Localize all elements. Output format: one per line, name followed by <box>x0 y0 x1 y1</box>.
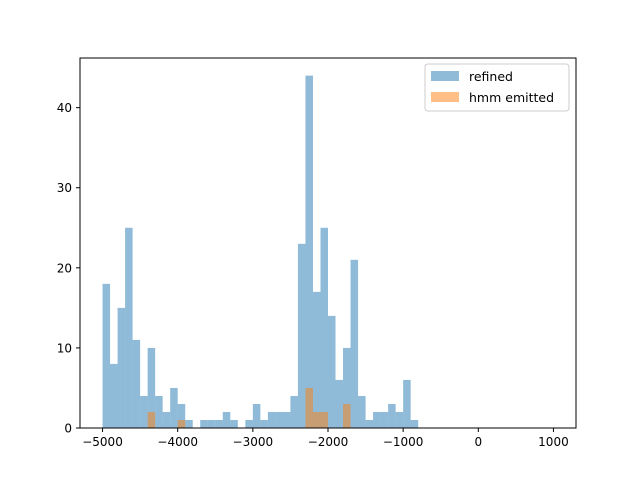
histogram-bar <box>140 395 148 428</box>
histogram-bar <box>343 347 351 428</box>
histogram-bar <box>147 411 156 428</box>
legend-swatch <box>431 92 459 102</box>
histogram-bar <box>282 411 291 428</box>
histogram-bar <box>185 419 193 428</box>
histogram-bar <box>343 403 351 428</box>
histogram-bar <box>320 227 328 428</box>
y-tick-label: 30 <box>57 181 72 195</box>
histogram-bar <box>147 347 156 428</box>
histogram-bar <box>177 419 186 428</box>
histogram-bar <box>102 283 111 428</box>
y-tick-label: 10 <box>57 341 72 355</box>
series-refined <box>102 75 419 428</box>
histogram-bar <box>335 379 344 428</box>
y-tick-label: 40 <box>57 101 72 115</box>
x-axis: −5000 −4000 −3000 −2000 −1000 0 1000 <box>82 428 569 449</box>
histogram-bar <box>297 243 306 428</box>
legend-box <box>424 63 570 112</box>
histogram-bar <box>410 419 419 428</box>
histogram-bar <box>373 411 381 428</box>
histogram-bar <box>125 227 133 428</box>
x-tick-label: −5000 <box>82 435 123 449</box>
histogram-bar <box>358 395 366 428</box>
legend-label: hmm emitted <box>469 90 554 105</box>
y-tick-label: 0 <box>64 422 72 436</box>
histogram-bar <box>155 395 163 428</box>
histogram-bar <box>365 419 374 428</box>
histogram-bar <box>260 419 268 428</box>
series-hmm-emitted <box>147 387 351 428</box>
histogram-bar <box>245 419 253 428</box>
histogram-bar <box>200 419 208 428</box>
y-axis: 0 10 20 30 40 <box>57 101 80 436</box>
histogram-bar <box>222 411 231 428</box>
histogram-bar <box>395 411 404 428</box>
y-tick-label: 20 <box>57 261 72 275</box>
legend-swatch <box>431 71 459 81</box>
histogram-bar <box>207 419 216 428</box>
histogram-bar <box>215 419 223 428</box>
x-tick-label: −4000 <box>157 435 198 449</box>
histogram-bar <box>320 411 328 428</box>
histogram-bar <box>117 307 126 428</box>
histogram-bar <box>403 379 411 428</box>
histogram-bar <box>252 403 261 428</box>
histogram-bar <box>328 315 336 428</box>
histogram-bar <box>380 411 389 428</box>
histogram-bar <box>305 387 313 428</box>
histogram-bar <box>312 411 321 428</box>
histogram-bar <box>267 411 276 428</box>
histogram-bar <box>305 75 313 428</box>
histogram-bar <box>388 403 396 428</box>
x-tick-label: 0 <box>474 435 482 449</box>
histogram-bar <box>170 387 178 428</box>
histogram-bar <box>162 411 171 428</box>
histogram-bar <box>110 363 118 428</box>
histogram-bar <box>350 259 359 428</box>
x-tick-label: −2000 <box>308 435 349 449</box>
bars-layer <box>102 75 419 428</box>
histogram-bar <box>290 395 298 428</box>
histogram-bar <box>132 339 141 428</box>
histogram-bar <box>230 419 238 428</box>
histogram-bar <box>312 291 321 428</box>
legend-label: refined <box>469 69 513 84</box>
histogram-bar <box>177 403 186 428</box>
x-tick-label: −3000 <box>233 435 274 449</box>
legend: refined hmm emitted <box>424 63 570 112</box>
x-tick-label: −1000 <box>383 435 424 449</box>
x-tick-label: 1000 <box>538 435 569 449</box>
histogram-bar <box>275 411 283 428</box>
